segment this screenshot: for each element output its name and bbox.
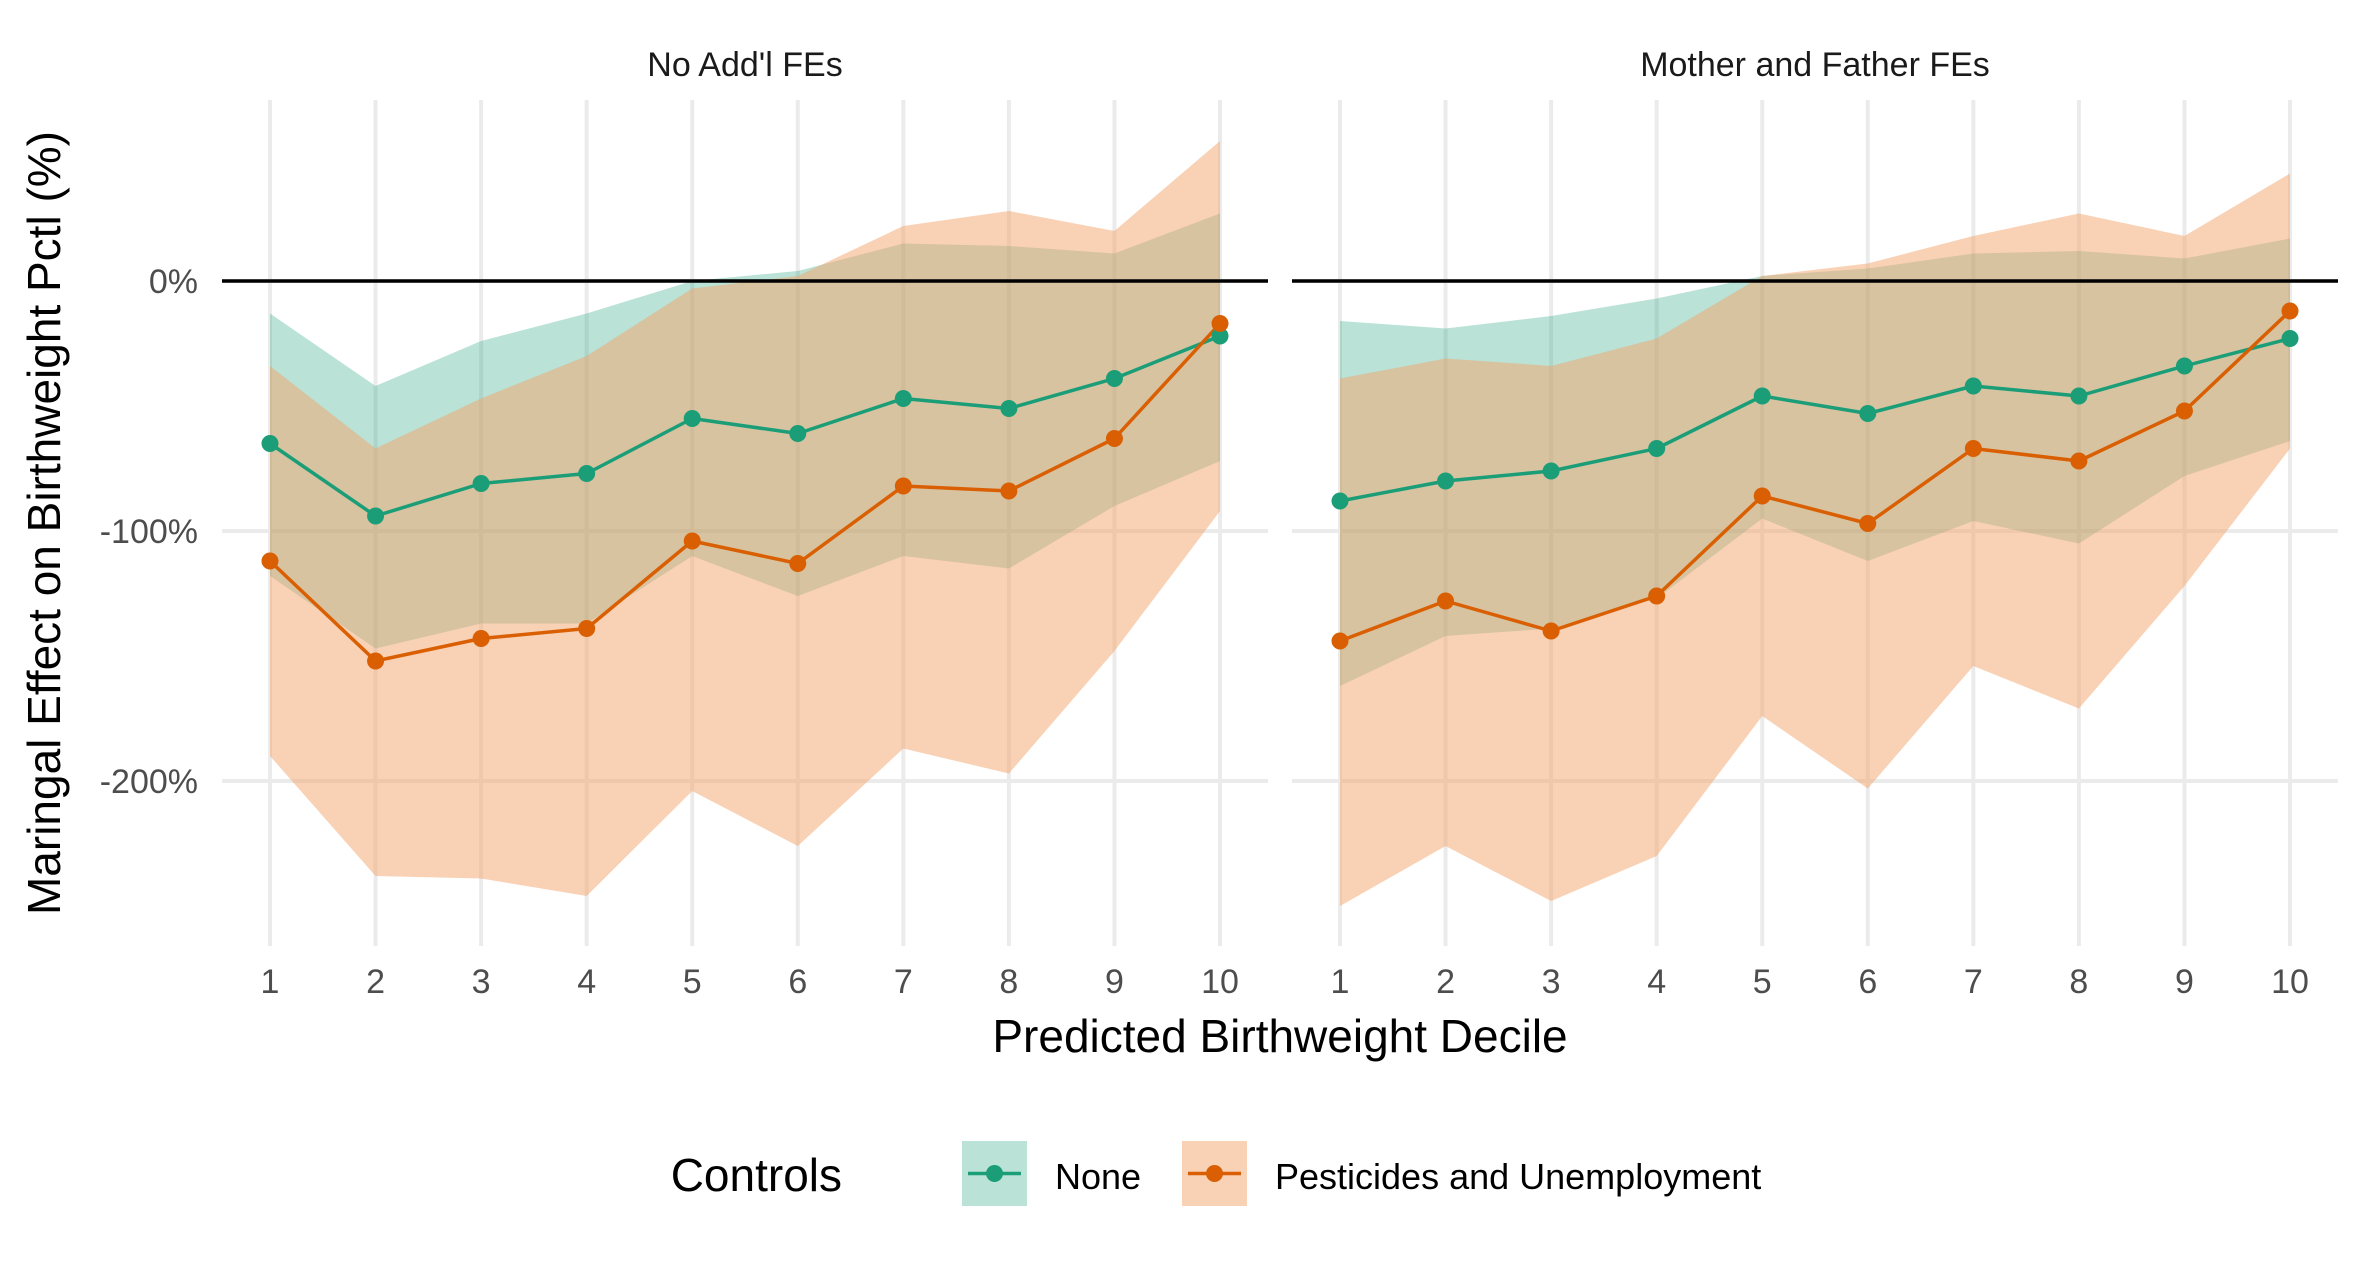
legend-key-point-none <box>986 1165 1003 1182</box>
point-none <box>1964 377 1982 395</box>
point-pesticides-and-unemployment <box>1000 482 1018 500</box>
point-pesticides-and-unemployment <box>1331 632 1349 650</box>
x-tick-label: 5 <box>1753 963 1772 1001</box>
point-none <box>1105 370 1123 387</box>
x-tick-label: 8 <box>2069 963 2088 1001</box>
point-none <box>2175 357 2193 375</box>
x-tick-label: 3 <box>1542 963 1561 1001</box>
series-points <box>261 302 2299 670</box>
point-pesticides-and-unemployment <box>894 477 912 495</box>
x-tick-label: 8 <box>999 963 1018 1001</box>
point-none <box>578 465 596 482</box>
legend: Controls None Pesticides and Unemploymen… <box>671 1141 1761 1206</box>
facet-title-2: Mother and Father FEs <box>1640 46 1990 84</box>
ribbon-pesticides-and-unemployment <box>270 141 1220 896</box>
point-none <box>2281 330 2299 347</box>
facet-title-1: No Add'l FEs <box>647 46 842 84</box>
point-pesticides-and-unemployment <box>1753 487 1771 505</box>
point-none <box>367 507 385 525</box>
point-pesticides-and-unemployment <box>472 630 490 647</box>
x-axis-title: Predicted Birthweight Decile <box>992 1010 1567 1062</box>
x-tick-label: 9 <box>1105 963 1124 1001</box>
legend-key-point-pesticides-and-unemployment <box>1206 1165 1223 1182</box>
x-tick-label: 2 <box>1436 963 1455 1001</box>
point-none <box>1859 405 1877 422</box>
x-tick-label: 4 <box>1647 963 1666 1001</box>
point-none <box>1000 400 1018 417</box>
line-pesticides-and-unemployment <box>268 322 1222 663</box>
point-none <box>1753 387 1771 405</box>
x-tick-label: 7 <box>894 963 913 1001</box>
ribbon-pesticides-and-unemployment <box>1340 173 2290 906</box>
legend-label-none: None <box>1055 1156 1141 1197</box>
legend-title: Controls <box>671 1149 842 1201</box>
point-none <box>1211 327 1229 345</box>
point-pesticides-and-unemployment <box>2281 302 2299 320</box>
legend-label-pesticides: Pesticides and Unemployment <box>1275 1156 1761 1197</box>
point-pesticides-and-unemployment <box>1964 440 1982 457</box>
point-none <box>261 435 279 452</box>
confidence-ribbons <box>270 141 2290 906</box>
point-pesticides-and-unemployment <box>2070 452 2088 470</box>
point-pesticides-and-unemployment <box>683 532 701 550</box>
point-none <box>1331 492 1349 510</box>
point-pesticides-and-unemployment <box>1648 587 1666 605</box>
x-tick-label: 5 <box>683 963 702 1001</box>
y-tick-label: -200% <box>100 763 198 801</box>
x-tick-label: 1 <box>261 963 280 1001</box>
point-pesticides-and-unemployment <box>789 555 807 572</box>
point-pesticides-and-unemployment <box>1105 430 1123 447</box>
point-none <box>683 410 701 427</box>
x-tick-label: 9 <box>2175 963 2194 1001</box>
x-tick-label: 6 <box>1858 963 1877 1001</box>
point-none <box>472 475 490 492</box>
point-pesticides-and-unemployment <box>2175 402 2193 420</box>
point-pesticides-and-unemployment <box>1542 622 1560 640</box>
point-pesticides-and-unemployment <box>578 620 596 637</box>
point-pesticides-and-unemployment <box>1859 515 1877 532</box>
point-pesticides-and-unemployment <box>367 652 385 670</box>
line-pesticides-and-unemployment <box>1339 309 2292 643</box>
point-none <box>1542 462 1560 480</box>
point-none <box>894 390 912 407</box>
point-none <box>2070 387 2088 405</box>
point-pesticides-and-unemployment <box>1437 592 1455 610</box>
line-none <box>269 334 1221 518</box>
x-tick-label: 10 <box>1201 963 1239 1001</box>
point-none <box>1648 440 1666 457</box>
x-tick-label: 3 <box>472 963 491 1001</box>
y-tick-label: 0% <box>149 263 198 301</box>
y-tick-label: -100% <box>100 513 198 551</box>
series-lines <box>268 309 2292 663</box>
x-tick-label: 10 <box>2271 963 2309 1001</box>
chart-text: No Add'l FEs 0% -100% -200% 1 2 3 4 5 6 7 8 9 10 Mothe… <box>100 46 2309 1001</box>
x-tick-label: 1 <box>1331 963 1350 1001</box>
point-pesticides-and-unemployment <box>261 552 279 570</box>
point-none <box>789 425 807 442</box>
point-none <box>1437 472 1455 490</box>
point-pesticides-and-unemployment <box>1211 315 1229 332</box>
x-tick-label: 4 <box>577 963 596 1001</box>
x-tick-label: 7 <box>1964 963 1983 1001</box>
legend-keys <box>962 1141 1247 1206</box>
line-none <box>1339 336 2291 503</box>
y-axis-title: Maringal Effect on Birthweight Pctl (%) <box>18 131 70 915</box>
x-tick-label: 2 <box>366 963 385 1001</box>
x-tick-label: 6 <box>788 963 807 1001</box>
